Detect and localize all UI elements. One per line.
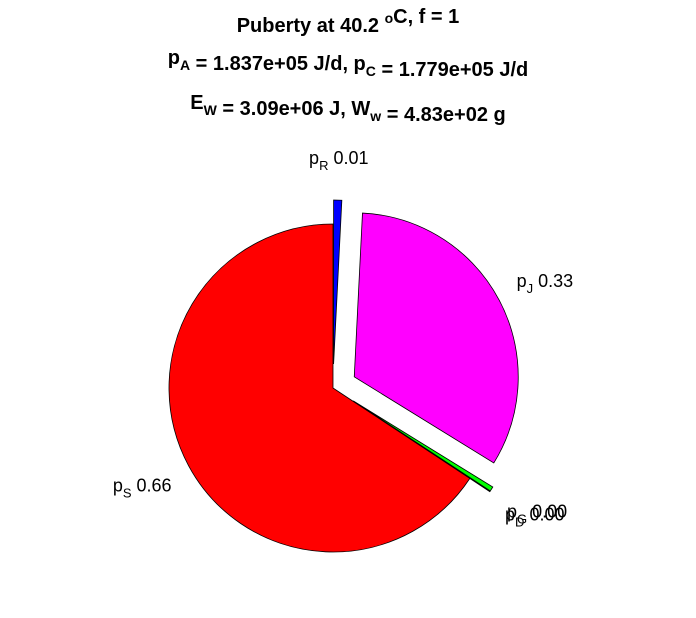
title-line-1: Puberty at 40.2 oC, f = 1 [237, 6, 460, 37]
label-pS: pS 0.66 [113, 476, 172, 501]
label-pD: pD 0.00 [505, 505, 564, 530]
label-pR: pR 0.01 [309, 148, 368, 173]
slice-pJ [353, 212, 519, 464]
label-pJ: pJ 0.33 [517, 271, 574, 296]
pie-slices [168, 199, 519, 553]
title-line-3: EW = 3.09e+06 J, Ww = 4.83e+02 g [190, 92, 505, 126]
slice-pS [168, 223, 471, 553]
title-line-2: pA = 1.837e+05 J/d, pC = 1.779e+05 J/d [168, 47, 529, 81]
chart-title: Puberty at 40.2 oC, f = 1 pA = 1.837e+05 … [168, 6, 529, 126]
slice-pR [333, 199, 343, 365]
label-pG: pG 0.00 [507, 502, 567, 527]
